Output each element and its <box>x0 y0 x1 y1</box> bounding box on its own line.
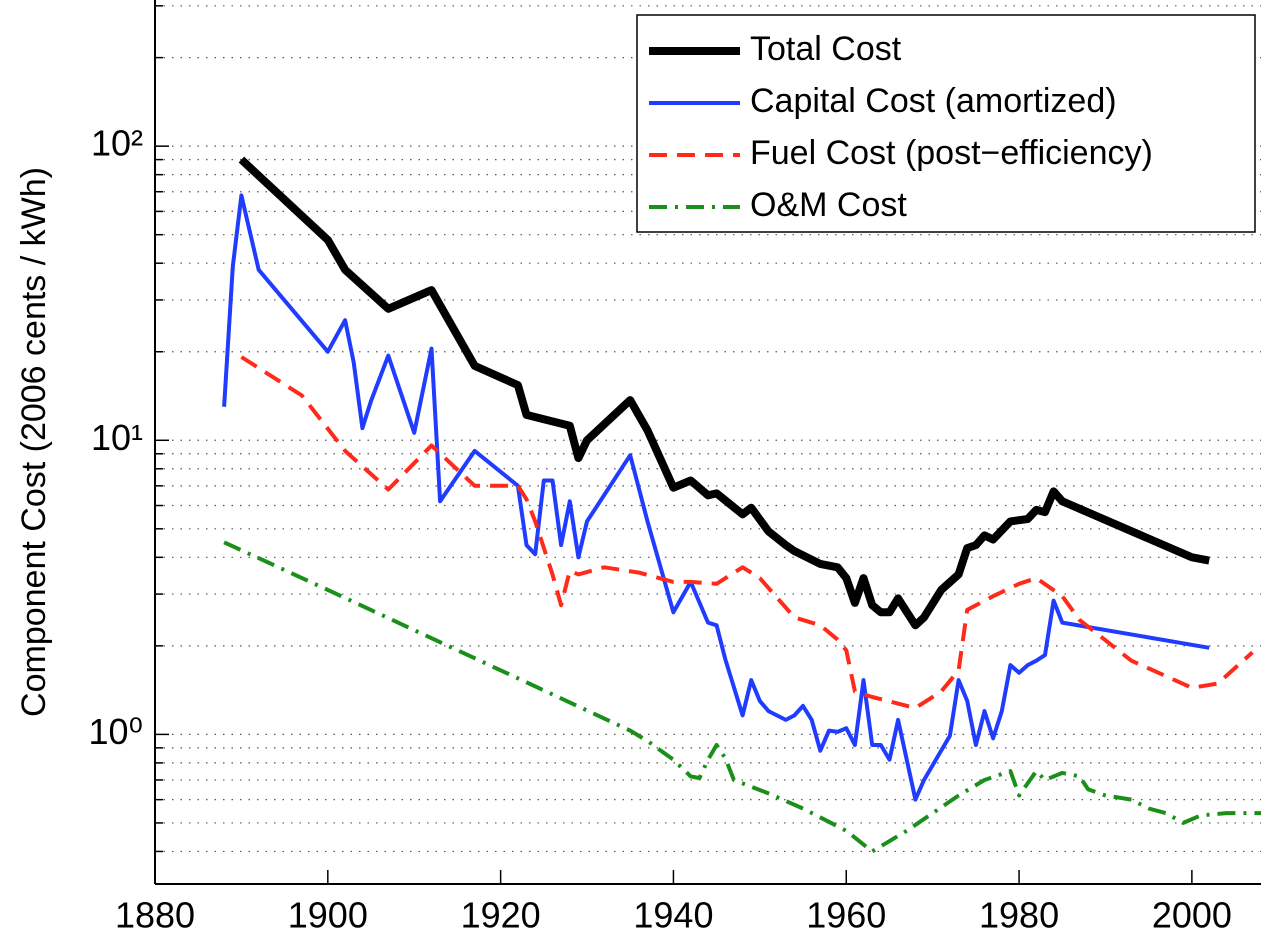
x-tick-label: 1980 <box>979 895 1059 936</box>
y-tick-label: 10⁰ <box>89 711 143 752</box>
legend-label: O&M Cost <box>750 186 907 224</box>
x-tick-label: 1920 <box>461 895 541 936</box>
x-tick-label: 1900 <box>288 895 368 936</box>
plot-lines <box>222 156 1261 854</box>
legend: Total Cost Capital Cost (amortized) Fuel C… <box>636 14 1256 233</box>
y-tick-label: 10¹ <box>91 417 143 458</box>
x-tick-label: 1960 <box>806 895 886 936</box>
legend-label: Total Cost <box>750 30 902 68</box>
series-line <box>240 355 1254 710</box>
legend-label: Capital Cost (amortized) <box>750 82 1117 120</box>
axes: 10⁰ 10¹ 10² 1880 1900 1920 1940 1960 1980 2000 <box>89 0 1261 936</box>
series-line <box>223 540 1261 854</box>
x-tick-label: 1940 <box>633 895 713 936</box>
y-tick-label: 10² <box>91 123 143 164</box>
x-tick-label: 2000 <box>1152 895 1232 936</box>
series-line <box>238 156 1210 630</box>
x-tick-label: 1880 <box>115 895 195 936</box>
series-line <box>222 193 1210 802</box>
y-axis-label: Component Cost (2006 cents / kWh) <box>15 167 53 717</box>
legend-label: Fuel Cost (post−efficiency) <box>750 134 1153 172</box>
